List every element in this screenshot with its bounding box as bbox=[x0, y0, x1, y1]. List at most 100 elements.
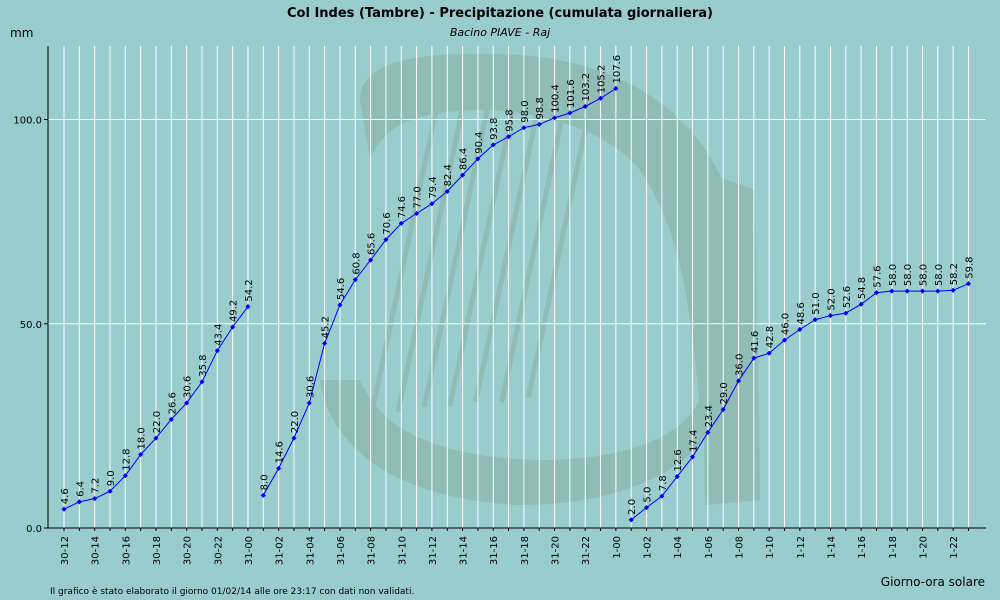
data-label: 9.0 bbox=[106, 470, 117, 486]
data-label: 46.0 bbox=[781, 313, 792, 335]
data-label: 18.0 bbox=[137, 427, 148, 449]
data-point bbox=[260, 492, 266, 498]
data-label: 52.0 bbox=[827, 288, 838, 310]
x-tick-label: 1-16 bbox=[857, 536, 868, 559]
data-point bbox=[506, 134, 512, 140]
data-label: 22.0 bbox=[290, 411, 301, 433]
x-tick-label: 30-12 bbox=[60, 536, 71, 565]
data-label: 95.8 bbox=[505, 109, 516, 131]
data-point bbox=[950, 287, 956, 293]
x-tick-label: 31-18 bbox=[520, 536, 531, 565]
harp-watermark bbox=[320, 53, 760, 505]
data-point bbox=[245, 304, 251, 310]
chart-subtitle: Bacino PIAVE - Raj bbox=[450, 26, 551, 39]
data-label: 45.2 bbox=[321, 316, 332, 338]
data-point bbox=[889, 288, 895, 294]
y-tick-label: 0.0 bbox=[26, 524, 42, 535]
data-label: 23.4 bbox=[704, 405, 715, 427]
x-tick-label: 31-02 bbox=[275, 536, 286, 565]
data-point bbox=[735, 378, 742, 384]
x-tick-label: 1-14 bbox=[827, 536, 838, 559]
data-label: 100.4 bbox=[551, 84, 562, 113]
data-label: 103.2 bbox=[581, 73, 592, 102]
data-label: 12.8 bbox=[121, 448, 132, 470]
data-point bbox=[76, 499, 82, 505]
data-label: 93.8 bbox=[489, 118, 500, 140]
data-label: 49.2 bbox=[229, 300, 240, 322]
data-point bbox=[935, 288, 941, 294]
data-point bbox=[643, 505, 650, 511]
data-label: 14.6 bbox=[275, 441, 286, 463]
data-label: 59.8 bbox=[964, 256, 975, 278]
data-label: 54.8 bbox=[857, 277, 868, 299]
data-label: 77.0 bbox=[413, 186, 424, 208]
x-tick-label: 31-16 bbox=[489, 536, 500, 565]
data-point bbox=[919, 288, 926, 294]
data-point bbox=[843, 310, 849, 316]
data-label: 79.4 bbox=[428, 176, 439, 198]
x-tick-label: 1-22 bbox=[949, 536, 960, 559]
data-point bbox=[138, 451, 144, 458]
data-label: 5.0 bbox=[643, 487, 654, 503]
data-label: 86.4 bbox=[459, 148, 470, 170]
data-label: 52.6 bbox=[842, 286, 853, 308]
x-tick-label: 31-00 bbox=[244, 536, 255, 565]
y-tick-label: 100.0 bbox=[13, 116, 42, 127]
x-tick-label: 1-18 bbox=[888, 536, 899, 559]
data-label: 7.8 bbox=[658, 475, 669, 491]
x-tick-label: 1-20 bbox=[918, 536, 929, 559]
data-point bbox=[168, 416, 174, 422]
data-label: 70.6 bbox=[382, 212, 393, 234]
data-label: 26.6 bbox=[167, 392, 178, 414]
x-tick-label: 31-04 bbox=[305, 536, 316, 565]
axes bbox=[47, 46, 986, 529]
data-point bbox=[444, 188, 450, 194]
x-tick-label: 30-14 bbox=[91, 536, 102, 565]
data-point bbox=[306, 400, 312, 406]
data-label: 29.0 bbox=[719, 382, 730, 404]
x-tick-label: 31-08 bbox=[367, 536, 378, 565]
x-ticks: 30-12 30-14 30-16 30-18 30-20 30-22 31-00 31-02… bbox=[60, 528, 969, 565]
data-label: 7.2 bbox=[91, 478, 102, 494]
data-point bbox=[659, 493, 665, 499]
data-label: 6.4 bbox=[75, 481, 86, 497]
data-label: 41.6 bbox=[750, 331, 761, 353]
x-tick-label: 30-18 bbox=[152, 536, 163, 565]
data-point bbox=[153, 435, 159, 441]
data-label: 58.0 bbox=[934, 264, 945, 286]
data-label: 54.2 bbox=[244, 279, 255, 301]
x-tick-label: 31-20 bbox=[551, 536, 562, 565]
data-point bbox=[291, 435, 297, 441]
x-tick-label: 1-00 bbox=[612, 536, 623, 559]
data-label: 8.0 bbox=[259, 474, 270, 490]
data-point bbox=[521, 125, 527, 131]
x-tick-label: 31-14 bbox=[459, 536, 470, 565]
x-tick-label: 1-02 bbox=[643, 536, 654, 559]
data-point bbox=[460, 172, 466, 178]
data-label: 82.4 bbox=[443, 164, 454, 186]
data-label: 98.0 bbox=[520, 100, 531, 122]
x-tick-label: 30-20 bbox=[183, 536, 194, 565]
data-label: 17.4 bbox=[689, 430, 700, 452]
x-tick-label: 31-12 bbox=[428, 536, 439, 565]
x-tick-label: 1-06 bbox=[704, 536, 715, 559]
data-point bbox=[107, 488, 113, 494]
data-label: 101.6 bbox=[566, 79, 577, 108]
data-label: 48.6 bbox=[796, 302, 807, 324]
y-ticks: 0.0 50.0 100.0 bbox=[13, 116, 48, 535]
data-point bbox=[199, 379, 205, 385]
data-labels: 4.6 6.4 7.2 9.0 12.8 18.0 22.0 26.6 30.6 35.8 43.4… bbox=[60, 55, 975, 515]
y-tick-label: 50.0 bbox=[20, 320, 42, 331]
data-point bbox=[230, 324, 236, 330]
x-tick-label: 31-10 bbox=[397, 536, 408, 565]
series-line-2 bbox=[262, 88, 617, 496]
series-group bbox=[61, 85, 972, 523]
data-label: 107.6 bbox=[612, 55, 623, 84]
grid bbox=[48, 46, 986, 528]
data-point bbox=[184, 400, 190, 406]
x-tick-label: 1-04 bbox=[673, 536, 684, 559]
data-label: 58.2 bbox=[949, 263, 960, 285]
data-label: 98.8 bbox=[535, 97, 546, 119]
data-label: 4.6 bbox=[60, 488, 71, 504]
